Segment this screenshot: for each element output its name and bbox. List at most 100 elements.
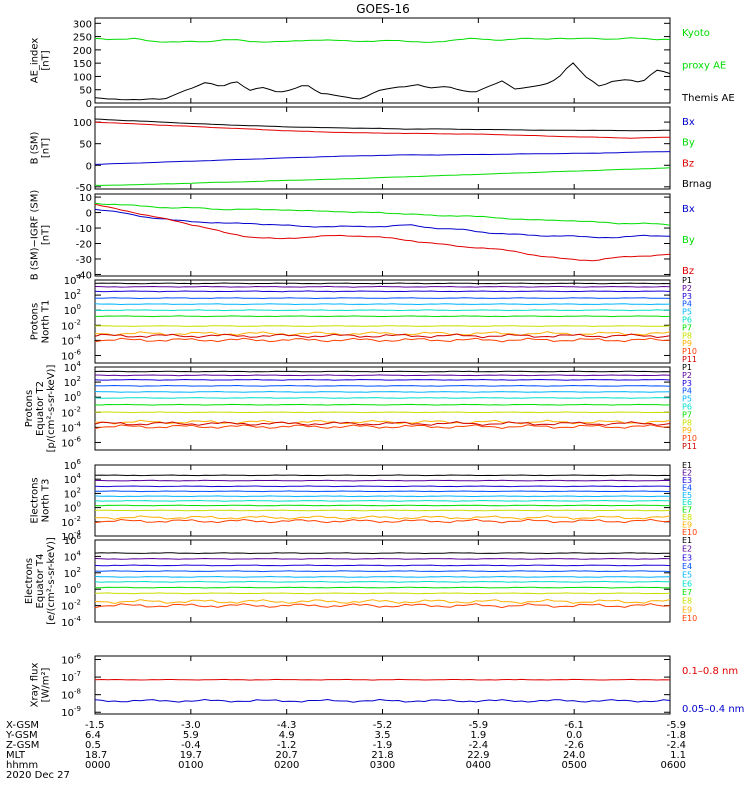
y-tick-label: 10-4: [61, 420, 81, 434]
legend-entry: P11: [682, 442, 697, 451]
y-tick-label: -20: [76, 240, 92, 251]
y-tick-label: 0: [86, 99, 92, 110]
y-tick-label: 150: [73, 59, 92, 70]
series-line-e2: [94, 479, 671, 482]
panel-bsm: 100 50 0 -50 B (SM)[nT] Bx By Bz Brnag: [30, 106, 712, 194]
series-line-e1: [94, 552, 671, 555]
x-axis-value: -1.2: [277, 740, 297, 751]
legend-entry: E4: [682, 562, 692, 571]
legend-entry: P4: [682, 387, 692, 396]
x-axis-value: -2.6: [564, 740, 584, 751]
legend-entry: Themis AE: [681, 93, 735, 104]
y-tick-label: 10-6: [61, 653, 81, 667]
legend-entry: P6: [682, 316, 692, 325]
panels: 300250200150100500AE_index[nT]Kyotoproxy…: [24, 17, 745, 720]
series-line-p4: [94, 297, 671, 300]
y-tick-label: 10-2: [61, 515, 81, 529]
series-line-e8: [94, 592, 671, 595]
panel-frame: [94, 106, 671, 190]
y-tick-exponent: 4: [77, 360, 82, 368]
legend-entry: P8: [682, 331, 692, 340]
series-line-p6: [94, 397, 671, 399]
y-tick-label: 50: [79, 86, 92, 97]
series-line-e6: [94, 580, 670, 583]
series-line-e4: [94, 570, 671, 573]
series-line-bz: [94, 121, 670, 139]
legend-entry: E6: [682, 498, 692, 507]
y-tick-label: 100: [64, 303, 81, 317]
y-tick-label: 300: [73, 19, 92, 30]
series-line-p9: [94, 419, 671, 425]
legend-entry: P1: [682, 276, 692, 285]
legend-entry: By: [682, 235, 695, 246]
legend-entry: proxy AE: [682, 61, 726, 72]
series-line-e9: [94, 598, 671, 605]
series-line-by: [95, 167, 671, 186]
series-line-p3: [94, 378, 671, 381]
y-axis-label: Xray flux[W/m²]: [30, 663, 52, 708]
legend-entry: P5: [682, 308, 692, 317]
legend-entry: 0.05–0.4 nm: [682, 704, 744, 715]
y-tick-label: 100: [73, 72, 92, 83]
y-axis-label-line: [p/(cm²-s-sr-keV)]: [46, 365, 57, 453]
series-line-bz: [94, 203, 671, 262]
y-tick-exponent: -7: [74, 670, 81, 678]
y-tick-exponent: -6: [74, 435, 82, 443]
y-axis-label-line: [e/(cm²-s-sr-keV)]: [46, 537, 57, 625]
series-line-e10: [94, 603, 671, 609]
x-axis-row-label: Y-GSM: [5, 730, 38, 741]
legend-entry: Bz: [682, 158, 694, 169]
y-tick-label: -50: [76, 183, 92, 194]
y-tick-label: 106: [64, 533, 82, 547]
legend-entry: P9: [682, 426, 692, 435]
panel-xray: 10-6 10-7 10-8 10-9 Xray flux[W/m²] 0.1–0.8 n…: [30, 653, 745, 720]
y-tick-label: 0: [86, 161, 92, 172]
y-tick-exponent: -4: [74, 333, 82, 341]
x-axis-value: -6.1: [564, 720, 584, 731]
x-axis-value: 1.9: [470, 730, 486, 741]
legend-entry: E3: [682, 476, 692, 485]
panel-ae: 300 250 200 150 100 50 0 AE_index[nT] Kyoto proxy…: [30, 17, 735, 110]
y-tick-label: 102: [64, 486, 81, 500]
y-axis-label-line: Electrons: [30, 477, 41, 523]
legend-entry: E7: [682, 588, 692, 597]
legend-entry: E10: [682, 614, 697, 623]
legend-entry: Bz: [682, 266, 694, 277]
y-tick-exponent: 2: [77, 288, 81, 296]
legend-entry: Kyoto: [682, 28, 710, 39]
y-tick-exponent: 2: [77, 566, 81, 574]
y-tick-label: 104: [64, 273, 82, 287]
x-axis-value: 21.8: [371, 750, 393, 761]
y-tick-exponent: 6: [77, 533, 82, 541]
legend-entry: E2: [682, 545, 692, 554]
y-axis-label-line: [nT]: [41, 50, 52, 70]
series-line-p7: [94, 403, 671, 406]
series-line-p9: [94, 331, 671, 337]
y-axis-label-line: B (SM)−IGRF (SM): [30, 190, 41, 281]
y-axis-label-line: Electrons: [24, 558, 35, 604]
y-axis-label: ElectronsEquator T4[e/(cm²-s-sr-keV)]: [24, 537, 57, 625]
y-tick-label: 10-6: [61, 435, 81, 449]
series-line-bx: [94, 208, 671, 239]
x-axis-row-label: X-GSM: [6, 720, 39, 731]
y-tick-exponent: -2: [74, 318, 81, 326]
legend-entry: E6: [682, 579, 692, 588]
legend-entry: P5: [682, 395, 692, 404]
x-axis-value: 19.7: [180, 750, 202, 761]
series-line-e5: [94, 575, 671, 578]
y-axis-label-line: B (SM): [30, 131, 41, 164]
x-axis-value: -2.4: [666, 740, 686, 751]
y-axis-label-line: Equator T4: [35, 554, 46, 609]
x-axis-value: 22.9: [467, 750, 489, 761]
y-tick-label: 100: [73, 118, 92, 129]
x-axis-value: 18.7: [85, 750, 107, 761]
x-axis-value: -2.4: [469, 740, 489, 751]
y-tick-exponent: -2: [74, 405, 81, 413]
series-line-p11: [94, 333, 671, 339]
y-tick-exponent: 4: [77, 549, 82, 557]
legend-entry: E8: [682, 513, 692, 522]
x-axis-value: 1.1: [670, 750, 686, 761]
